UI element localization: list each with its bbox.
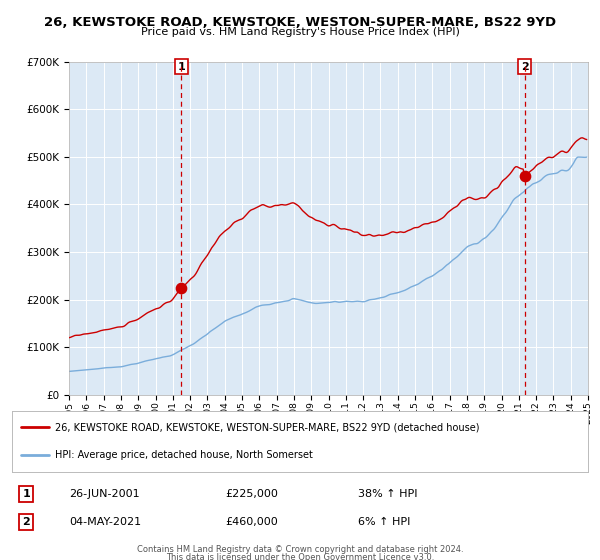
Text: HPI: Average price, detached house, North Somerset: HPI: Average price, detached house, Nort… — [55, 450, 313, 460]
Text: 1: 1 — [23, 489, 30, 499]
Text: 04-MAY-2021: 04-MAY-2021 — [70, 517, 142, 527]
Text: 26, KEWSTOKE ROAD, KEWSTOKE, WESTON-SUPER-MARE, BS22 9YD (detached house): 26, KEWSTOKE ROAD, KEWSTOKE, WESTON-SUPE… — [55, 422, 480, 432]
Text: 38% ↑ HPI: 38% ↑ HPI — [358, 489, 417, 499]
Text: £460,000: £460,000 — [225, 517, 278, 527]
Text: £225,000: £225,000 — [225, 489, 278, 499]
Text: 6% ↑ HPI: 6% ↑ HPI — [358, 517, 410, 527]
Text: Contains HM Land Registry data © Crown copyright and database right 2024.: Contains HM Land Registry data © Crown c… — [137, 545, 463, 554]
Text: 1: 1 — [178, 62, 185, 72]
Text: 2: 2 — [23, 517, 30, 527]
Text: 26-JUN-2001: 26-JUN-2001 — [70, 489, 140, 499]
Text: 26, KEWSTOKE ROAD, KEWSTOKE, WESTON-SUPER-MARE, BS22 9YD: 26, KEWSTOKE ROAD, KEWSTOKE, WESTON-SUPE… — [44, 16, 556, 29]
Point — [176, 283, 186, 292]
Text: Price paid vs. HM Land Registry's House Price Index (HPI): Price paid vs. HM Land Registry's House … — [140, 27, 460, 37]
Text: This data is licensed under the Open Government Licence v3.0.: This data is licensed under the Open Gov… — [166, 553, 434, 560]
Text: 2: 2 — [521, 62, 529, 72]
Point — [520, 171, 529, 180]
